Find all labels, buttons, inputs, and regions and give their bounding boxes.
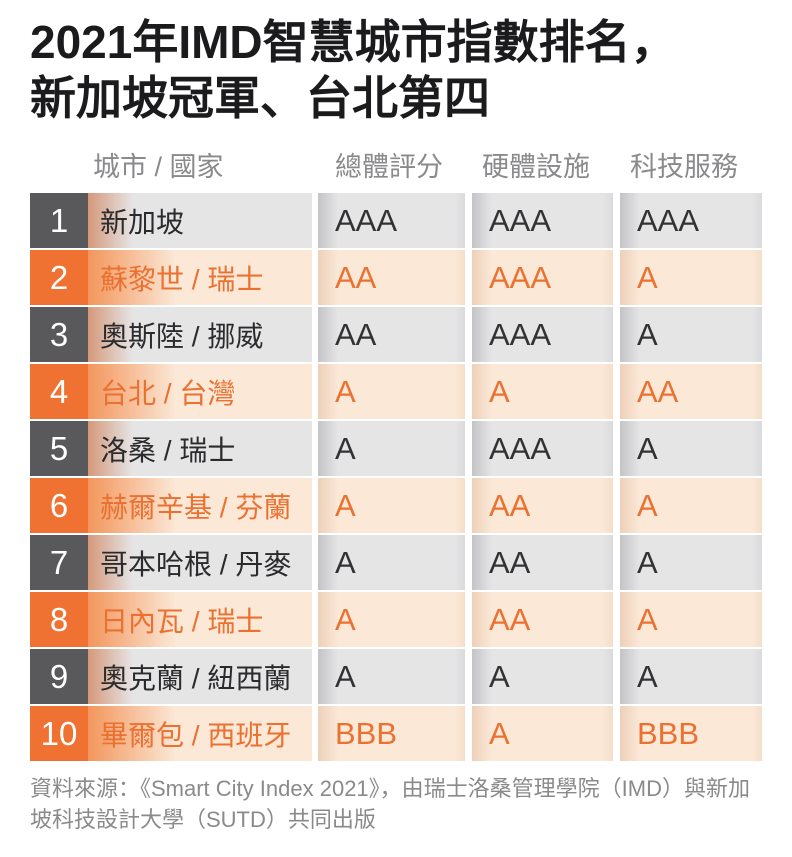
rating-hardware: AA <box>472 478 613 533</box>
rating-hardware: AAA <box>472 307 613 362</box>
column-header-overall: 總體評分 <box>335 152 443 182</box>
column-header-tech: 科技服務 <box>630 152 738 182</box>
city-name: 日內瓦 / 瑞士 <box>88 592 312 647</box>
column-header-hardware: 硬體設施 <box>482 152 590 182</box>
rank-badge: 7 <box>30 535 88 590</box>
table-row: 8 日內瓦 / 瑞士 A AA A <box>30 592 762 647</box>
table-header: 城市 / 國家 總體評分 硬體設施 科技服務 <box>30 152 792 182</box>
table-row: 5 洛桑 / 瑞士 A AAA A <box>30 421 762 476</box>
page-title-line2: 新加坡冠軍、台北第四 <box>30 72 490 124</box>
rating-overall: AAA <box>318 193 465 248</box>
rating-tech: AAA <box>620 193 762 248</box>
city-name: 哥本哈根 / 丹麥 <box>88 535 312 590</box>
rating-tech: A <box>620 421 762 476</box>
table-row: 1 新加坡 AAA AAA AAA <box>30 193 762 248</box>
table-row: 7 哥本哈根 / 丹麥 A AA A <box>30 535 762 590</box>
rating-overall: A <box>318 535 465 590</box>
rating-tech: A <box>620 592 762 647</box>
page-title-line1: 2021年IMD智慧城市指數排名， <box>30 16 677 68</box>
source-note: 資料來源：《Smart City Index 2021》，由瑞士洛桑管理學院（I… <box>30 776 750 832</box>
table-row: 2 蘇黎世 / 瑞士 AA AAA A <box>30 250 762 305</box>
rating-overall: A <box>318 421 465 476</box>
rating-overall: A <box>318 478 465 533</box>
rank-badge: 1 <box>30 193 88 248</box>
rating-tech: A <box>620 307 762 362</box>
rank-badge: 2 <box>30 250 88 305</box>
rating-tech: BBB <box>620 706 762 761</box>
rank-badge: 5 <box>30 421 88 476</box>
rating-hardware: AA <box>472 592 613 647</box>
rank-badge: 4 <box>30 364 88 419</box>
rating-hardware: AAA <box>472 250 613 305</box>
city-name: 奧斯陸 / 挪威 <box>88 307 312 362</box>
rating-hardware: A <box>472 364 613 419</box>
rating-overall: A <box>318 364 465 419</box>
rating-tech: A <box>620 478 762 533</box>
rating-hardware: AAA <box>472 193 613 248</box>
rating-hardware: AAA <box>472 421 613 476</box>
rank-badge: 9 <box>30 649 88 704</box>
rank-badge: 6 <box>30 478 88 533</box>
rank-badge: 8 <box>30 592 88 647</box>
rating-overall: A <box>318 649 465 704</box>
column-header-city: 城市 / 國家 <box>93 152 224 182</box>
rating-hardware: AA <box>472 535 613 590</box>
ranking-table: 1 新加坡 AAA AAA AAA 2 蘇黎世 / 瑞士 AA AAA A 3 … <box>30 193 762 761</box>
table-row: 9 奧克蘭 / 紐西蘭 A A A <box>30 649 762 704</box>
table-row: 10 畢爾包 / 西班牙 BBB A BBB <box>30 706 762 761</box>
rank-badge: 3 <box>30 307 88 362</box>
rating-tech: A <box>620 250 762 305</box>
rating-hardware: A <box>472 706 613 761</box>
table-row: 6 赫爾辛基 / 芬蘭 A AA A <box>30 478 762 533</box>
rank-badge: 10 <box>30 706 88 761</box>
city-name: 畢爾包 / 西班牙 <box>88 706 312 761</box>
rating-tech: A <box>620 535 762 590</box>
rating-overall: AA <box>318 307 465 362</box>
city-name: 奧克蘭 / 紐西蘭 <box>88 649 312 704</box>
city-name: 赫爾辛基 / 芬蘭 <box>88 478 312 533</box>
rating-hardware: A <box>472 649 613 704</box>
page-title: 2021年IMD智慧城市指數排名， 新加坡冠軍、台北第四 <box>30 14 762 126</box>
city-name: 台北 / 台灣 <box>88 364 312 419</box>
rating-tech: AA <box>620 364 762 419</box>
table-row: 4 台北 / 台灣 A A AA <box>30 364 762 419</box>
city-name: 洛桑 / 瑞士 <box>88 421 312 476</box>
rating-overall: A <box>318 592 465 647</box>
table-row: 3 奧斯陸 / 挪威 AA AAA A <box>30 307 762 362</box>
city-name: 蘇黎世 / 瑞士 <box>88 250 312 305</box>
city-name: 新加坡 <box>88 193 312 248</box>
rating-overall: AA <box>318 250 465 305</box>
rating-tech: A <box>620 649 762 704</box>
rating-overall: BBB <box>318 706 465 761</box>
